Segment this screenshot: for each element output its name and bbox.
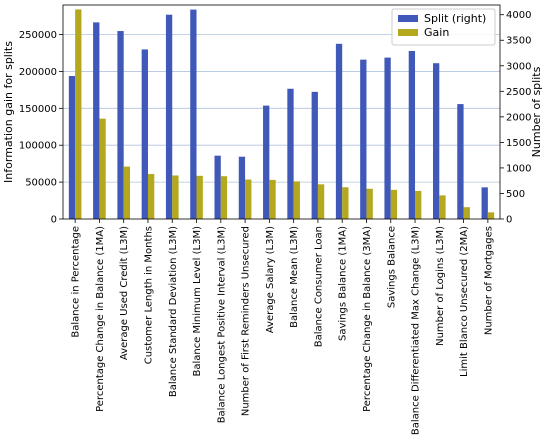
bar-gain xyxy=(342,187,349,219)
x-tick-label: Savings Balance (1MA) xyxy=(338,226,349,341)
legend-swatch-split xyxy=(398,15,418,22)
x-tick-label: Balance Minimum Level (L3M) xyxy=(192,226,203,377)
bar-split xyxy=(408,50,416,220)
legend-label-gain: Gain xyxy=(424,26,449,39)
bar-gain xyxy=(75,9,82,220)
left-tick-label: 200000 xyxy=(19,67,57,78)
x-tick-label: Average Salary (L3M) xyxy=(265,226,276,333)
bar-split xyxy=(384,57,391,220)
right-tick-label: 500 xyxy=(506,189,525,200)
right-y-axis-title: Number of splits xyxy=(530,66,543,157)
bars xyxy=(68,9,495,220)
bar-split xyxy=(141,49,148,219)
left-y-axis: 0 50000 100000 150000 200000 250000 xyxy=(19,30,63,226)
bar-gain xyxy=(366,188,373,219)
x-tick-label: Number of Logins (L3M) xyxy=(435,226,446,346)
right-tick-label: 1500 xyxy=(506,138,531,149)
plot-frame xyxy=(62,4,501,220)
right-tick-label: 1000 xyxy=(506,163,531,174)
right-tick-label: 4000 xyxy=(506,10,531,21)
bar-gain xyxy=(487,212,495,219)
bar-split xyxy=(93,22,100,219)
bar-gain xyxy=(463,207,470,219)
grid xyxy=(63,34,500,183)
x-tick-label: Balance Consumer Loan xyxy=(313,226,324,347)
bar-gain xyxy=(390,189,398,219)
bar-split xyxy=(68,75,76,219)
left-tick-label: 250000 xyxy=(19,30,57,41)
bar-split xyxy=(117,31,124,220)
x-tick-label: Balance Mean (L3M) xyxy=(289,226,300,328)
legend-swatch-gain xyxy=(398,29,418,36)
legend: Split (right) Gain xyxy=(391,8,496,46)
bar-gain xyxy=(293,181,300,219)
x-tick-label: Savings Balance xyxy=(386,226,397,308)
x-tick-label: Balance in Percentage xyxy=(71,226,82,338)
x-tick-label: Customer Length in Months xyxy=(143,226,154,364)
bar-gain xyxy=(415,190,422,219)
bar-gain xyxy=(99,118,106,219)
left-tick-label: 100000 xyxy=(19,141,57,152)
x-tick-label: Balance Standard Deviation (L3M) xyxy=(168,226,179,397)
bar-split xyxy=(165,14,173,220)
bar-split xyxy=(190,9,197,219)
left-tick-label: 50000 xyxy=(25,178,57,189)
x-tick-label: Percentage Change in Balance (3MA) xyxy=(362,226,373,412)
bar-gain xyxy=(269,179,276,219)
right-tick-label: 2000 xyxy=(506,112,531,123)
x-tick-label: Number of Mortgages xyxy=(483,226,494,335)
bar-split xyxy=(311,91,318,219)
bar-gain xyxy=(220,176,228,219)
left-tick-label: 0 xyxy=(51,215,57,226)
x-tick-label: Average Used Credit (L3M) xyxy=(119,226,130,360)
left-tick-label: 150000 xyxy=(19,104,57,115)
x-tick-label: Limit Blanco Unsecured (2MA) xyxy=(459,226,470,377)
bar-split xyxy=(238,156,246,219)
bar-split xyxy=(287,88,294,219)
bar-gain xyxy=(245,179,252,219)
right-tick-label: 3500 xyxy=(506,36,531,47)
right-tick-label: 3000 xyxy=(506,61,531,72)
x-tick-label: Balance Longest Positive Interval (L3M) xyxy=(216,226,227,423)
x-tick-label: Number of First Reminders Unsecured xyxy=(241,226,252,416)
bar-split xyxy=(481,187,488,219)
bar-split xyxy=(214,155,221,219)
bar-gain xyxy=(147,173,155,219)
left-y-axis-title: Information gain for splits xyxy=(2,41,15,183)
bar-split xyxy=(457,104,464,219)
bar-gain xyxy=(317,184,325,219)
bar-gain xyxy=(439,195,446,219)
x-tick-label: Balance Differentiated Max Change (L3M) xyxy=(411,226,422,435)
x-tick-label: Percentage Change in Balance (1MA) xyxy=(95,226,106,412)
bar-gain xyxy=(196,175,203,219)
legend-label-split: Split (right) xyxy=(424,12,486,25)
bar-split xyxy=(335,43,343,220)
bar-split xyxy=(432,63,440,220)
x-axis: Balance in Percentage Percentage Change i… xyxy=(71,219,494,435)
bar-gain xyxy=(172,175,179,219)
right-tick-label: 0 xyxy=(506,215,512,226)
right-y-axis: 0 500 1000 1500 2000 2500 3000 3500 4000 xyxy=(500,10,531,226)
bar-split xyxy=(360,59,367,219)
bar-gain xyxy=(123,166,131,219)
bar-split xyxy=(263,105,270,219)
right-tick-label: 2500 xyxy=(506,87,531,98)
